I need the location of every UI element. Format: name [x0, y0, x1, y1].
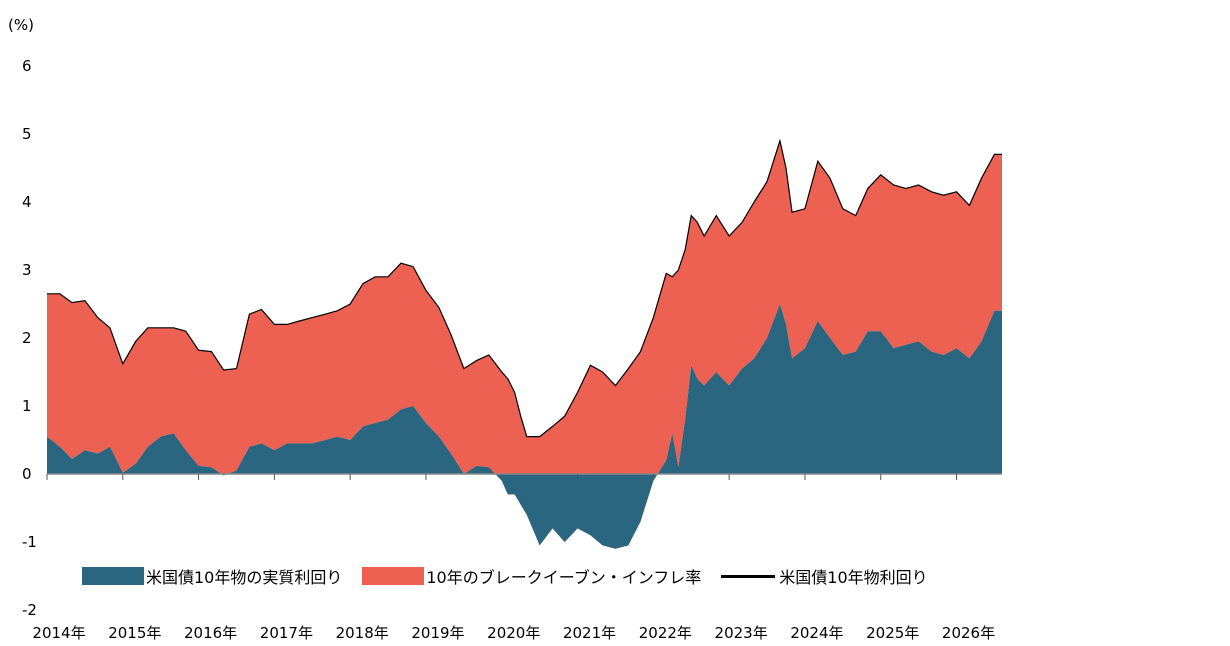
y-tick-label: 3 [22, 261, 32, 279]
nominal-yield-line [47, 138, 1002, 438]
x-tick-label: 2024年 [790, 624, 843, 642]
x-tick-label: 2025年 [866, 624, 919, 642]
legend-item-nominal: 米国債10年物利回り [721, 564, 928, 588]
breakeven-area [47, 140, 1002, 549]
x-tick-label: 2015年 [108, 624, 161, 642]
y-tick-label: -1 [22, 533, 37, 551]
x-tick-label: 2020年 [487, 624, 540, 642]
y-unit-label: (%) [8, 16, 34, 34]
x-tick-labels: 2014年 2015年 2016年 2017年 2018年 2019年 2020年 2021年… [32, 624, 995, 642]
legend-swatch-nominal [721, 574, 776, 578]
real-yield-area [47, 304, 1002, 549]
y-tick-label: 2 [22, 329, 32, 347]
x-tick-label: 2019年 [411, 624, 464, 642]
y-tick-label: 0 [22, 465, 32, 483]
legend: 米国債10年物の実質利回り 10年のブレークイーブン・インフレ率 米国債10年物… [82, 565, 948, 587]
y-tick-labels: 6 5 4 3 2 1 0 -1 -2 [22, 57, 37, 619]
legend-swatch-real [82, 567, 144, 585]
legend-item-breakeven: 10年のブレークイーブン・インフレ率 [362, 564, 701, 588]
y-tick-label: 6 [22, 57, 32, 75]
legend-label-real: 米国債10年物の実質利回り [146, 568, 343, 587]
y-tick-label: 5 [22, 125, 32, 143]
area-layer [47, 138, 1002, 549]
legend-swatch-breakeven [362, 567, 425, 585]
x-tick-label: 2022年 [639, 624, 692, 642]
x-tick-label: 2018年 [336, 624, 389, 642]
legend-label-nominal: 米国債10年物利回り [779, 568, 928, 587]
legend-item-real: 米国債10年物の実質利回り [82, 564, 342, 588]
x-tick-label: 2014年 [32, 624, 85, 642]
x-tick-label: 2023年 [715, 624, 768, 642]
x-tick-label: 2017年 [260, 624, 313, 642]
x-tick-label: 2021年 [563, 624, 616, 642]
x-tick-label: 2026年 [942, 624, 995, 642]
x-tick-label: 2016年 [184, 624, 237, 642]
legend-label-breakeven: 10年のブレークイーブン・インフレ率 [426, 568, 702, 587]
x-tick-marks [46, 474, 958, 480]
y-tick-label: 4 [22, 193, 32, 211]
y-tick-label: -2 [22, 601, 37, 619]
y-tick-label: 1 [22, 397, 32, 415]
